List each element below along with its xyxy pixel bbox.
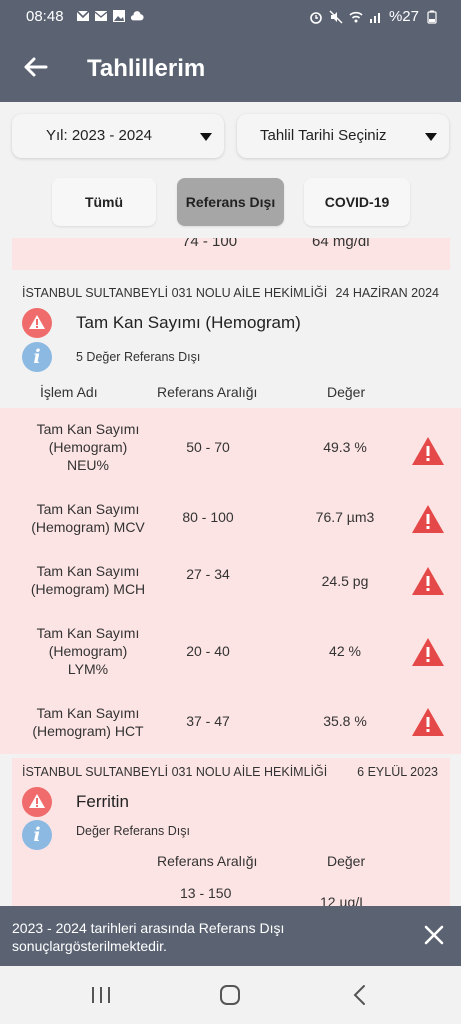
table-row: Tam Kan Sayımı (Hemogram) HCT 37 - 47 35.… bbox=[0, 704, 461, 744]
result-card-header[interactable]: İSTANBUL SULTANBEYLİ 031 NOLU AİLE HEKİM… bbox=[0, 286, 461, 408]
reference-range: 37 - 47 bbox=[186, 713, 230, 729]
test-item-name: Tam Kan Sayımı (Hemogram) MCH bbox=[30, 563, 146, 597]
result-date: 6 EYLÜL 2023 bbox=[357, 765, 438, 779]
filter-area: Yıl: 2023 - 2024 Tahlil Tarihi Seçiniz T… bbox=[0, 102, 461, 238]
result-value: 42 % bbox=[329, 643, 361, 659]
year-dropdown[interactable]: Yıl: 2023 - 2024 bbox=[12, 114, 224, 158]
result-table: Tam Kan Sayımı (Hemogram) NEU% 50 - 70 49.… bbox=[0, 408, 461, 754]
warning-icon bbox=[22, 308, 52, 338]
back-arrow-icon[interactable] bbox=[20, 52, 50, 82]
status-time: 08:48 bbox=[26, 8, 64, 25]
reference-range: 13 - 150 bbox=[180, 885, 232, 901]
reference-range: 80 - 100 bbox=[182, 509, 234, 525]
column-header-reference: Referans Aralığı bbox=[157, 853, 258, 869]
reference-range: 27 - 34 bbox=[186, 566, 230, 582]
battery-icon bbox=[427, 10, 437, 24]
test-name: Ferritin bbox=[76, 792, 129, 811]
wifi-icon bbox=[349, 11, 363, 22]
table-row: Tam Kan Sayımı (Hemogram) NEU% 50 - 70 49.… bbox=[0, 420, 461, 478]
test-item-name: Tam Kan Sayımı (Hemogram) HCT bbox=[32, 705, 144, 739]
out-of-range-note: 5 Değer Referans Dışı bbox=[76, 350, 201, 364]
column-header-reference: Referans Aralığı bbox=[157, 384, 258, 400]
dropdown-caret-icon bbox=[425, 133, 437, 141]
result-value: 35.8 % bbox=[323, 713, 367, 729]
test-item-name: Tam Kan Sayımı (Hemogram) MCV bbox=[31, 501, 145, 535]
system-nav-bar bbox=[0, 966, 461, 1024]
app-bar: Tahlillerim bbox=[0, 34, 461, 102]
clinic-name: İSTANBUL SULTANBEYLİ 031 NOLU AİLE HEKİM… bbox=[22, 765, 328, 779]
year-dropdown-label: Yıl: 2023 - 2024 bbox=[46, 127, 152, 144]
result-value: 12 µg/L bbox=[320, 894, 367, 906]
tab-covid[interactable]: COVID-19 bbox=[304, 178, 410, 226]
result-value: 76.7 µm3 bbox=[315, 509, 375, 525]
close-icon[interactable] bbox=[421, 922, 447, 948]
test-item-name: Tam Kan Sayımı (Hemogram) NEU% bbox=[36, 421, 140, 473]
status-bar: 08:48 %27 bbox=[0, 0, 461, 34]
test-name: Tam Kan Sayımı (Hemogram) bbox=[76, 313, 301, 332]
table-row: Tam Kan Sayımı (Hemogram) LYM% 20 - 40 42 … bbox=[0, 624, 461, 682]
column-header-name: İşlem Adı bbox=[40, 384, 98, 400]
warning-icon bbox=[412, 505, 444, 533]
dropdown-caret-icon bbox=[200, 133, 212, 141]
test-item-name: Tam Kan Sayımı (Hemogram) LYM% bbox=[36, 625, 140, 677]
date-dropdown[interactable]: Tahlil Tarihi Seçiniz bbox=[237, 114, 449, 158]
out-of-range-note: Değer Referans Dışı bbox=[76, 824, 190, 838]
tab-covid-label: COVID-19 bbox=[324, 194, 390, 210]
reference-range: 20 - 40 bbox=[186, 643, 230, 659]
column-header-value: Değer bbox=[327, 384, 366, 400]
snackbar-message: 2023 - 2024 tarihleri arasında Referans … bbox=[12, 920, 285, 954]
results-list[interactable]: 74 - 100 64 mg/dl İSTANBUL SULTANBEYLİ 0… bbox=[0, 238, 461, 906]
warning-icon bbox=[412, 638, 444, 666]
info-icon[interactable]: i bbox=[22, 820, 52, 850]
result-value: 24.5 pg bbox=[321, 573, 369, 589]
warning-icon bbox=[22, 787, 52, 817]
table-row: Tam Kan Sayımı (Hemogram) MCV 80 - 100 76… bbox=[0, 500, 461, 540]
warning-icon bbox=[412, 567, 444, 595]
clinic-name: İSTANBUL SULTANBEYLİ 031 NOLU AİLE HEKİM… bbox=[22, 286, 328, 300]
home-icon[interactable] bbox=[218, 984, 242, 1006]
alarm-icon bbox=[310, 11, 322, 24]
result-value: 64 mg/dl bbox=[312, 238, 370, 250]
signal-icon bbox=[369, 12, 380, 23]
column-header-value: Değer bbox=[327, 853, 366, 869]
snackbar: 2023 - 2024 tarihleri arasında Referans … bbox=[0, 906, 461, 966]
warning-icon bbox=[412, 708, 444, 736]
recents-icon[interactable] bbox=[89, 984, 113, 1006]
tab-all[interactable]: Tümü bbox=[52, 178, 156, 226]
result-card[interactable]: İSTANBUL SULTANBEYLİ 031 NOLU AİLE HEKİM… bbox=[12, 758, 450, 906]
mute-icon bbox=[329, 10, 343, 23]
gmail-icon bbox=[76, 10, 90, 21]
info-icon[interactable]: i bbox=[22, 342, 52, 372]
battery-percent: %27 bbox=[388, 8, 419, 25]
reference-range: 74 - 100 bbox=[182, 238, 238, 250]
tab-all-label: Tümü bbox=[84, 194, 124, 210]
list-item: 74 - 100 64 mg/dl bbox=[12, 238, 450, 270]
mail-icon bbox=[94, 11, 108, 21]
result-date: 24 HAZİRAN 2024 bbox=[335, 286, 439, 300]
date-dropdown-label: Tahlil Tarihi Seçiniz bbox=[260, 127, 387, 144]
back-icon[interactable] bbox=[348, 984, 372, 1006]
cloud-icon bbox=[130, 11, 144, 21]
warning-icon bbox=[412, 437, 444, 465]
tab-out-of-reference-label: Referans Dışı bbox=[185, 194, 276, 210]
page-title: Tahlillerim bbox=[87, 55, 206, 82]
table-row: Tam Kan Sayımı (Hemogram) MCH 27 - 34 24.… bbox=[0, 562, 461, 602]
tab-out-of-reference[interactable]: Referans Dışı bbox=[177, 178, 284, 226]
reference-range: 50 - 70 bbox=[186, 439, 230, 455]
gallery-icon bbox=[113, 10, 125, 22]
result-value: 49.3 % bbox=[323, 439, 367, 455]
